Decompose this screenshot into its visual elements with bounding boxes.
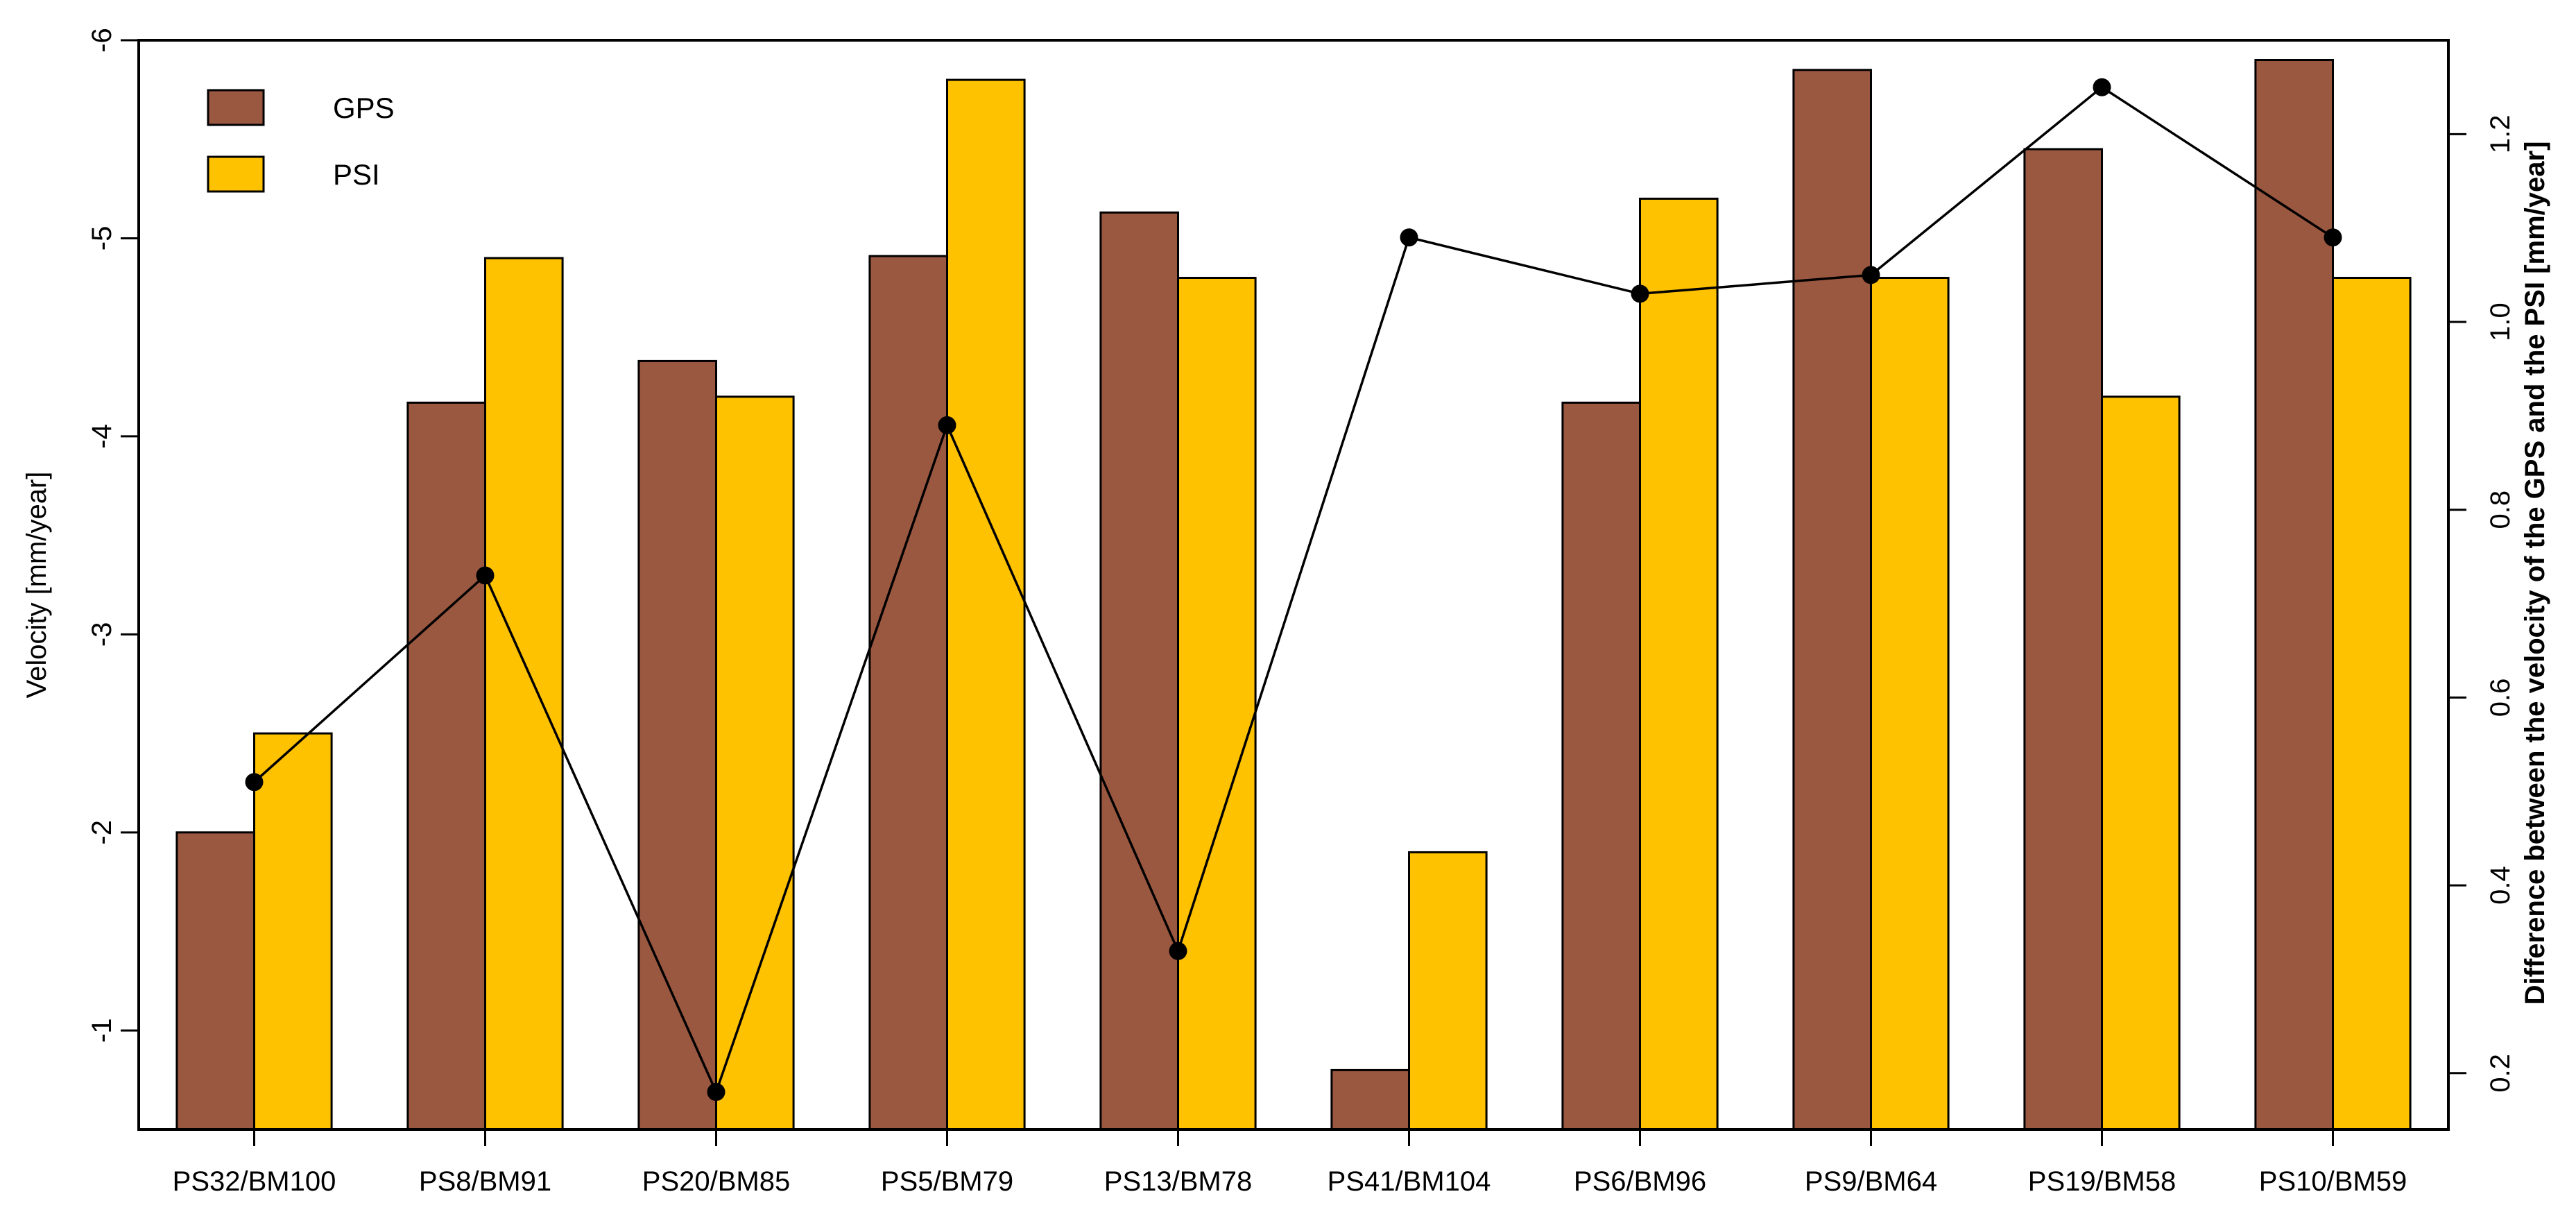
difference-point-4 xyxy=(938,416,956,434)
bar-gps-3 xyxy=(637,359,718,1131)
left-tick-label: -4 xyxy=(87,424,117,449)
bar-psi-9 xyxy=(2101,395,2181,1131)
legend-label-gps: GPS xyxy=(333,92,395,124)
difference-point-8 xyxy=(1862,266,1880,284)
difference-point-1 xyxy=(245,773,264,792)
left-tick-label: -3 xyxy=(87,622,117,647)
difference-point-7 xyxy=(1631,284,1649,303)
bar-psi-4 xyxy=(946,78,1026,1131)
bar-psi-1 xyxy=(253,732,333,1131)
bar-gps-4 xyxy=(868,255,949,1131)
difference-line-group xyxy=(245,78,2342,1101)
difference-point-9 xyxy=(2093,78,2111,96)
right-y-axis: 0.2 0.4 0.6 0.8 1.0 1.2 xyxy=(2448,115,2516,1093)
x-tick-label: PS13/BM78 xyxy=(1104,1166,1252,1197)
bar-psi-8 xyxy=(1870,277,1950,1131)
x-tick-label: PS9/BM64 xyxy=(1805,1166,1937,1197)
difference-line xyxy=(253,85,2334,1096)
bar-gps-1 xyxy=(175,831,255,1131)
bar-psi-6 xyxy=(1408,851,1488,1131)
bar-psi-3 xyxy=(715,395,795,1131)
left-y-axis: -1 -2 -3 -4 -5 -6 xyxy=(87,28,139,1043)
difference-point-10 xyxy=(2324,228,2342,247)
right-axis-title: Difference between the velocity of the G… xyxy=(2520,142,2550,1005)
legend-swatch-gps xyxy=(207,89,265,126)
right-tick-label: 0.8 xyxy=(2485,491,2516,529)
bar-psi-10 xyxy=(2332,277,2412,1131)
bar-gps-8 xyxy=(1792,69,1872,1131)
x-tick-label: PS32/BM100 xyxy=(173,1166,336,1197)
right-tick-label: 0.2 xyxy=(2485,1054,2516,1093)
bar-psi-5 xyxy=(1177,277,1257,1131)
x-tick-label: PS6/BM96 xyxy=(1574,1166,1706,1197)
bar-gps-2 xyxy=(406,401,487,1131)
right-tick-label: 1.2 xyxy=(2485,115,2516,154)
bars-group xyxy=(175,59,2412,1131)
plot-frame xyxy=(137,39,2450,1131)
x-tick-label: PS19/BM58 xyxy=(2028,1166,2176,1197)
bar-gps-6 xyxy=(1330,1068,1411,1131)
right-tick-label: 1.0 xyxy=(2485,302,2516,341)
bar-gps-5 xyxy=(1099,211,1180,1131)
difference-point-6 xyxy=(1400,228,1418,247)
right-tick-label: 0.6 xyxy=(2485,679,2516,717)
bar-gps-10 xyxy=(2254,59,2334,1131)
x-tick-label: PS8/BM91 xyxy=(419,1166,551,1197)
legend-label-psi: PSI xyxy=(333,158,380,191)
left-axis-title: Velocity [mm/year] xyxy=(22,472,52,699)
left-tick-label: -5 xyxy=(87,226,117,251)
left-tick-label: -2 xyxy=(87,820,117,845)
bar-gps-9 xyxy=(2023,148,2103,1131)
x-tick-label: PS10/BM59 xyxy=(2259,1166,2407,1197)
right-tick-label: 0.4 xyxy=(2485,866,2516,905)
difference-point-3 xyxy=(707,1082,725,1101)
x-tick-label: PS5/BM79 xyxy=(881,1166,1013,1197)
legend-swatch-psi xyxy=(207,155,265,193)
difference-point-2 xyxy=(476,566,495,585)
x-tick-label: PS41/BM104 xyxy=(1328,1166,1491,1197)
bar-psi-7 xyxy=(1639,197,1719,1131)
legend: GPS PSI xyxy=(207,89,395,193)
bar-gps-7 xyxy=(1561,401,1641,1131)
left-tick-label: -6 xyxy=(87,28,117,53)
x-tick-label: PS20/BM85 xyxy=(642,1166,790,1197)
x-axis: PS32/BM100 PS8/BM91 PS20/BM85 PS5/BM79 PS13/… xyxy=(173,1130,2407,1197)
bar-psi-2 xyxy=(484,257,564,1131)
difference-point-5 xyxy=(1169,941,1187,960)
left-tick-label: -1 xyxy=(87,1018,117,1043)
